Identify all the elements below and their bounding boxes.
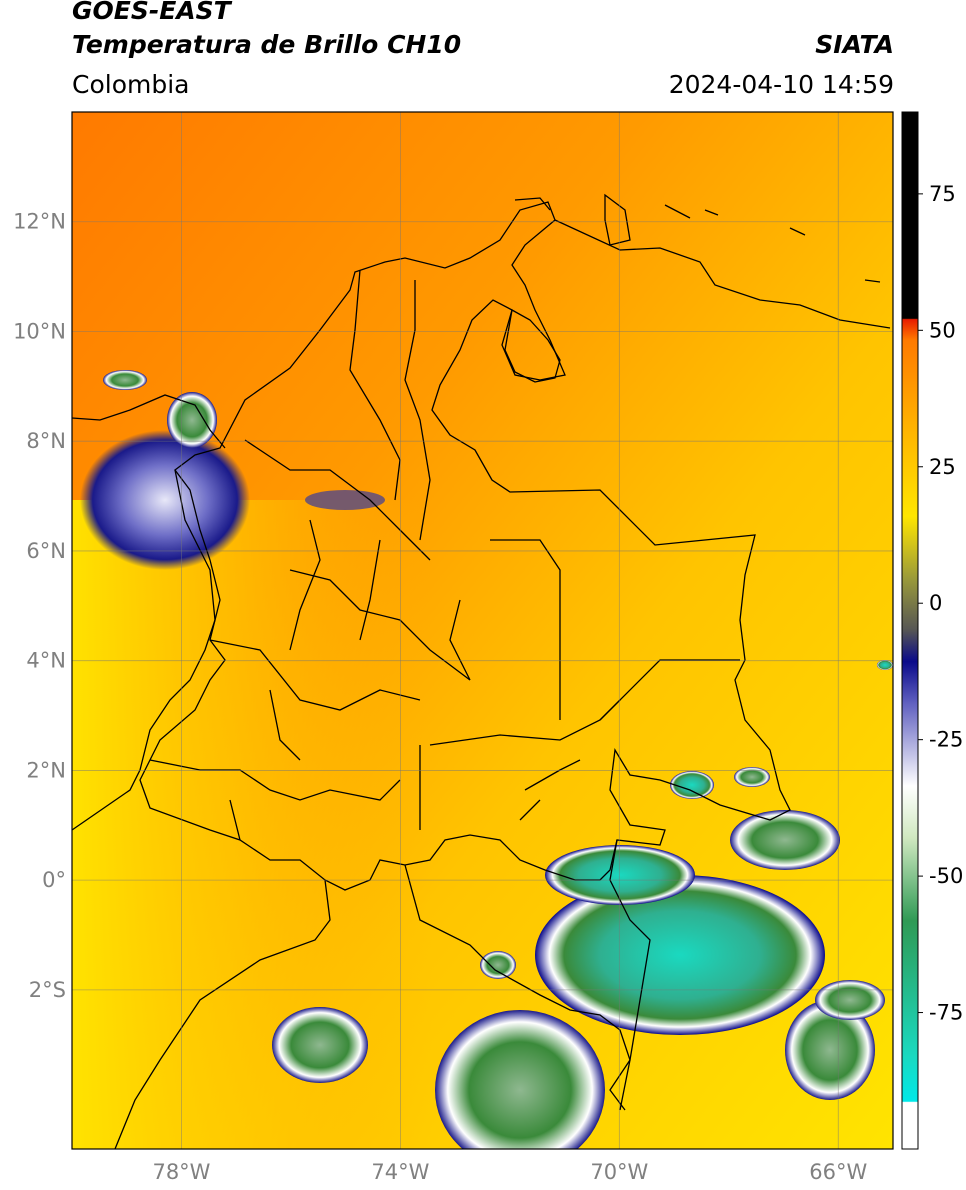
lon-label: 66°W <box>809 1160 867 1184</box>
lat-label: 0° <box>42 868 66 892</box>
map-frame <box>71 111 894 1150</box>
colorbar <box>901 111 919 1150</box>
cloud-cell-east <box>734 767 770 787</box>
internal-12 <box>289 519 321 651</box>
lat-label: 10°N <box>13 319 66 343</box>
cloud-cluster-southeast <box>785 1000 875 1100</box>
colorbar-tick-label: 0 <box>929 591 942 615</box>
colorbar-tick-label: -75 <box>929 1001 963 1025</box>
map-area <box>72 112 893 1149</box>
internal-9 <box>229 689 301 841</box>
lake-maracaibo <box>504 308 561 383</box>
boundaries <box>72 193 891 1149</box>
cloud-cell-caqueta <box>480 951 516 979</box>
island-2 <box>514 197 551 211</box>
internal-7 <box>349 269 401 501</box>
cloud-cluster-amazon <box>535 875 825 1035</box>
lon-label: 78°W <box>152 1160 210 1184</box>
internal-3 <box>209 639 421 711</box>
agency-label: SIATA <box>815 30 894 59</box>
cloud-band-antioquia <box>305 490 385 510</box>
warm-band-west <box>72 500 432 1149</box>
lat-label: 6°N <box>26 539 66 563</box>
internal-8 <box>404 280 431 541</box>
internal-10 <box>599 659 740 721</box>
colorbar-tick-label: 25 <box>929 455 956 479</box>
cloud-cluster-putumayo <box>435 1010 605 1149</box>
internal-4 <box>149 759 401 801</box>
lat-label: 8°N <box>26 429 66 453</box>
internal-6 <box>490 539 561 720</box>
island-1 <box>604 193 631 246</box>
colorbar-ticks: 75 50 25 0 -25 -50 -75 <box>918 182 963 1025</box>
colorbar-tick-label: 75 <box>929 182 956 206</box>
internal-11 <box>519 759 581 821</box>
latitude-labels: 12°N 10°N 8°N 6°N 4°N 2°N 0° 2°S <box>13 210 66 1002</box>
cloud-cluster-amazon-north <box>545 845 695 905</box>
internal-13 <box>359 539 471 681</box>
cloud-cell-caribbean <box>103 370 147 390</box>
island-3 <box>664 204 881 283</box>
convective-clouds <box>80 370 893 1149</box>
colorbar-tick-label: 50 <box>929 318 956 342</box>
lat-label: 12°N <box>13 210 66 234</box>
cloud-cell-guainia <box>670 771 714 799</box>
colorbar-tick-label: -50 <box>929 864 963 888</box>
cloud-cell-darien <box>167 392 217 448</box>
cloud-cluster-vaupes <box>730 810 840 870</box>
graticule <box>72 112 893 1149</box>
central-america <box>72 394 226 449</box>
cloud-cell-edge <box>877 660 893 670</box>
longitude-labels: 78°W 74°W 70°W 66°W <box>152 1160 867 1184</box>
peru-colombia-border <box>404 864 631 1111</box>
cloud-cell-ecuador <box>272 1007 368 1083</box>
lon-label: 70°W <box>590 1160 648 1184</box>
cloud-cluster-panama <box>80 430 250 570</box>
lat-label: 2°N <box>26 758 66 782</box>
lon-label: 74°W <box>371 1160 429 1184</box>
internal-2 <box>289 569 471 681</box>
datetime-label: 2024-04-10 14:59 <box>668 70 894 99</box>
product-title: Temperatura de Brillo CH10 <box>72 30 462 59</box>
lat-label: 4°N <box>26 649 66 673</box>
venezuela-coast <box>554 219 891 329</box>
ecuador-peru-border <box>114 879 331 1149</box>
satellite-title: GOES-EAST <box>72 0 231 25</box>
cloud-cell-southeast <box>815 980 885 1020</box>
lat-label: 2°S <box>29 978 66 1002</box>
pacific-coast <box>72 469 216 831</box>
internal-1 <box>244 439 431 561</box>
colombia-outline <box>139 201 791 891</box>
colorbar-tick-label: -25 <box>929 728 963 752</box>
region-label: Colombia <box>72 70 190 99</box>
